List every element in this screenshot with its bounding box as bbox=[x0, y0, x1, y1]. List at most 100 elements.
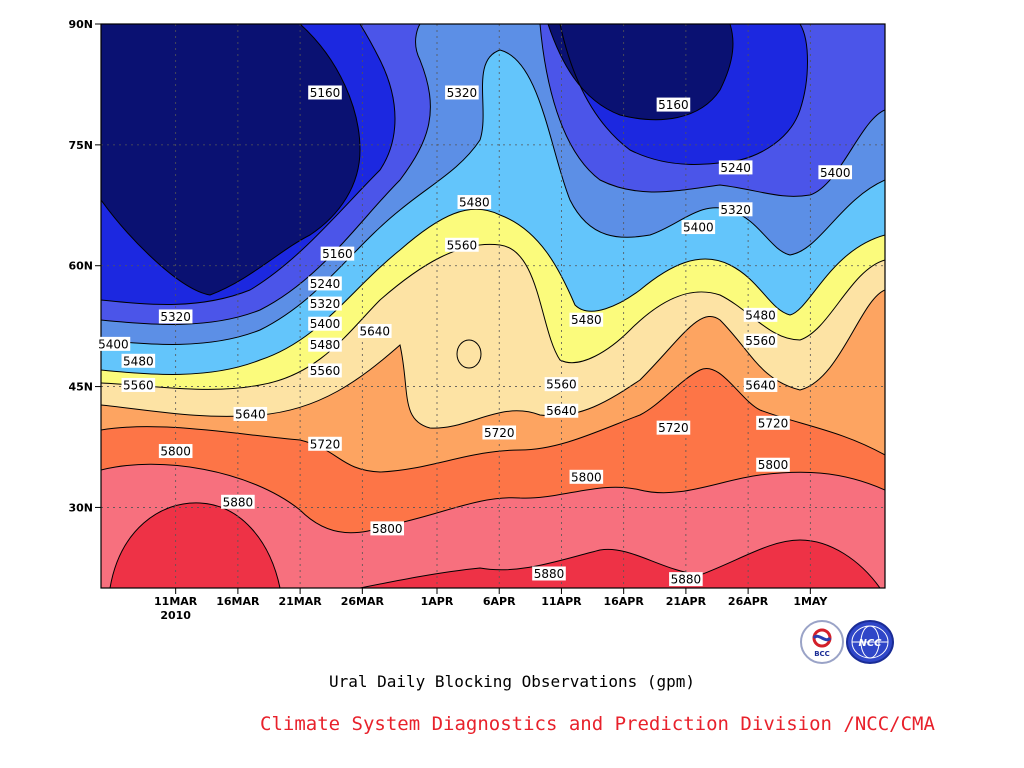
contour-label: 5400 bbox=[98, 337, 129, 351]
contour-label-box bbox=[308, 276, 342, 291]
contour-label: 5640 bbox=[360, 324, 391, 338]
plot-frame bbox=[100, 23, 886, 589]
band-5800-5880 bbox=[101, 464, 885, 588]
contour-label-box bbox=[320, 246, 355, 261]
contour-label-box bbox=[569, 469, 604, 484]
contour-label: 5640 bbox=[235, 407, 266, 421]
contour-label: 5480 bbox=[459, 196, 490, 210]
contour-label: 5880 bbox=[671, 573, 702, 587]
contour-label: 5240 bbox=[720, 161, 751, 175]
band-5560-5640 bbox=[101, 244, 885, 429]
x-tick-label: 1MAY bbox=[793, 595, 828, 608]
contour-label-box bbox=[158, 444, 193, 459]
x-tick-label: 26MAR bbox=[341, 595, 385, 608]
x-tick-label: 26APR bbox=[728, 595, 769, 608]
contour-label-box bbox=[357, 323, 392, 338]
x-year-label: 2010 bbox=[160, 609, 191, 622]
contour-label-box bbox=[96, 336, 131, 351]
contour-label-box bbox=[308, 85, 342, 100]
contour-label: 5240 bbox=[310, 277, 341, 291]
contour-label: 5400 bbox=[820, 166, 851, 180]
grid-lines bbox=[101, 24, 885, 588]
y-tick-label: 60N bbox=[68, 260, 93, 273]
contour-label-box bbox=[445, 85, 479, 100]
contour-label: 5720 bbox=[484, 426, 515, 440]
contour-label: 5720 bbox=[758, 416, 789, 430]
contour-label: 5720 bbox=[310, 437, 341, 451]
contour-label-box bbox=[656, 97, 691, 112]
contour-label-box bbox=[743, 307, 778, 322]
contour-label-box bbox=[233, 406, 268, 421]
contour-label: 5400 bbox=[683, 221, 714, 235]
contour-lines bbox=[101, 24, 885, 588]
contour-label: 5320 bbox=[720, 203, 751, 217]
contour-label-box bbox=[308, 363, 342, 378]
contour-label-box bbox=[544, 377, 579, 392]
ncc-logo: NCC bbox=[846, 620, 894, 664]
y-tick-label: 75N bbox=[68, 139, 93, 152]
contour-label: 5160 bbox=[658, 98, 689, 112]
contour-label-box bbox=[308, 316, 342, 331]
contour-label: 5880 bbox=[534, 567, 565, 581]
contour-label: 5560 bbox=[447, 238, 478, 252]
contour-label-box bbox=[221, 494, 255, 509]
x-tick-label: 6APR bbox=[483, 595, 516, 608]
contour-label-box bbox=[308, 337, 342, 352]
contour-label: 5640 bbox=[546, 404, 577, 418]
x-tick-label: 16APR bbox=[603, 595, 644, 608]
y-tick-label: 45N bbox=[68, 381, 93, 394]
x-tick-label: 11APR bbox=[541, 595, 582, 608]
contour-label-box bbox=[370, 521, 405, 536]
contour-label-box bbox=[121, 353, 156, 368]
contour-label-box bbox=[656, 420, 691, 435]
contour-label-box bbox=[569, 312, 604, 327]
contour-label-box bbox=[818, 165, 853, 180]
x-tick-label: 11MAR bbox=[154, 595, 198, 608]
contour-label: 5320 bbox=[447, 86, 478, 100]
x-tick-label: 1APR bbox=[421, 595, 454, 608]
contour-label-box bbox=[308, 436, 342, 451]
contour-label: 5480 bbox=[123, 354, 154, 368]
contour-label: 5800 bbox=[372, 522, 403, 536]
contour-label-box bbox=[445, 237, 479, 252]
contour-label: 5480 bbox=[310, 338, 341, 352]
x-tick-label: 21APR bbox=[666, 595, 707, 608]
contour-label: 5320 bbox=[160, 310, 191, 324]
contour-label: 5480 bbox=[571, 313, 602, 327]
contour-label: 5800 bbox=[160, 445, 191, 459]
contour-label: 5560 bbox=[745, 334, 776, 348]
contour-label-box bbox=[718, 202, 753, 217]
contour-label: 5320 bbox=[310, 297, 341, 311]
contour-label: 5720 bbox=[658, 421, 689, 435]
x-tick-label: 21MAR bbox=[278, 595, 322, 608]
contour-label: 5560 bbox=[546, 378, 577, 392]
contour-label-box bbox=[718, 160, 753, 175]
contour-label-box bbox=[121, 377, 156, 392]
contour-label: 5160 bbox=[322, 247, 353, 261]
contour-label-box bbox=[482, 425, 517, 440]
contour-label: 5400 bbox=[310, 317, 341, 331]
svg-text:NCC: NCC bbox=[858, 638, 882, 649]
band-5480-5560 bbox=[101, 209, 885, 390]
contour-label: 5560 bbox=[123, 378, 154, 392]
contour-label-box bbox=[743, 333, 778, 348]
contour-fills bbox=[101, 24, 885, 588]
contour-labels: 5160 5320 5160 5240 5400 5320 5400 5480 5560 5160… bbox=[96, 85, 853, 587]
x-tick-label: 16MAR bbox=[216, 595, 260, 608]
contour-label-box bbox=[532, 566, 566, 581]
svg-text:BCC: BCC bbox=[814, 650, 830, 658]
contour-label-box bbox=[756, 415, 790, 430]
contour-label: 5640 bbox=[745, 378, 776, 392]
y-tick-label: 90N bbox=[68, 18, 93, 31]
contour-label: 5480 bbox=[745, 308, 776, 322]
contour-label-box bbox=[681, 220, 716, 235]
contour-label: 5800 bbox=[758, 458, 789, 472]
y-tick-label: 30N bbox=[68, 501, 93, 514]
closed-contour bbox=[456, 339, 482, 369]
bcc-logo: BCC bbox=[800, 620, 844, 664]
contour-label: 5560 bbox=[310, 364, 341, 378]
contour-label-box bbox=[158, 309, 193, 324]
chart-title: Ural Daily Blocking Observations (gpm) bbox=[328, 672, 696, 691]
